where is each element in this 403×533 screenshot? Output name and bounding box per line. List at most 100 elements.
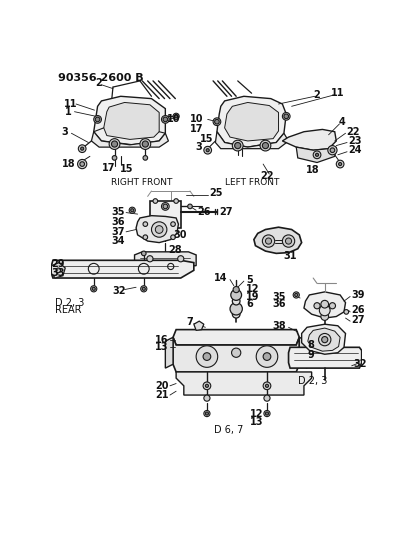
Circle shape	[196, 346, 218, 367]
Text: 25: 25	[209, 188, 223, 198]
Circle shape	[131, 209, 134, 212]
Circle shape	[162, 203, 169, 210]
Circle shape	[266, 384, 268, 387]
Polygon shape	[91, 132, 168, 147]
Text: 18: 18	[306, 165, 320, 175]
Circle shape	[142, 287, 145, 290]
Text: 26: 26	[198, 207, 211, 217]
Circle shape	[56, 268, 60, 273]
Polygon shape	[299, 337, 307, 368]
Text: 12: 12	[246, 284, 260, 294]
Circle shape	[171, 235, 175, 239]
Text: 31: 31	[283, 252, 297, 262]
Text: 22: 22	[346, 127, 360, 137]
Polygon shape	[173, 337, 299, 372]
Circle shape	[163, 117, 168, 122]
Circle shape	[285, 238, 292, 244]
Circle shape	[283, 112, 290, 120]
Text: 11: 11	[331, 88, 345, 98]
Text: 17: 17	[102, 163, 116, 173]
Circle shape	[153, 199, 158, 203]
Text: 90356 2600 B: 90356 2600 B	[58, 73, 143, 83]
Circle shape	[329, 303, 336, 309]
Text: 4: 4	[339, 117, 346, 127]
Text: 9: 9	[307, 350, 314, 360]
Circle shape	[174, 199, 179, 203]
Circle shape	[188, 204, 192, 209]
Text: 17: 17	[190, 124, 204, 134]
Circle shape	[92, 287, 95, 290]
Circle shape	[235, 142, 241, 149]
Circle shape	[163, 204, 168, 209]
Text: 6: 6	[246, 299, 253, 309]
Text: D 2, 3: D 2, 3	[299, 376, 328, 386]
Text: 15: 15	[120, 165, 133, 174]
Circle shape	[143, 156, 147, 160]
Circle shape	[80, 161, 85, 166]
Text: 38: 38	[272, 321, 286, 331]
Circle shape	[230, 303, 242, 315]
Polygon shape	[254, 227, 301, 253]
Text: 14: 14	[214, 273, 227, 283]
Polygon shape	[283, 130, 336, 150]
Circle shape	[94, 116, 102, 123]
Text: D 6, 7: D 6, 7	[214, 425, 243, 435]
Text: 29: 29	[52, 259, 65, 269]
Text: 35: 35	[111, 207, 125, 217]
Text: 39: 39	[352, 290, 365, 300]
Circle shape	[141, 251, 146, 256]
Circle shape	[143, 235, 147, 239]
Text: 32: 32	[112, 286, 126, 296]
Circle shape	[173, 113, 179, 119]
Text: 32: 32	[353, 359, 367, 369]
Polygon shape	[52, 263, 65, 278]
Text: 12: 12	[250, 409, 264, 419]
Text: 20: 20	[155, 381, 168, 391]
Text: 5: 5	[246, 274, 253, 285]
Polygon shape	[165, 337, 173, 368]
Text: 10: 10	[167, 115, 181, 124]
Circle shape	[152, 222, 167, 237]
Circle shape	[233, 140, 243, 151]
Circle shape	[112, 156, 117, 160]
Text: 19: 19	[246, 292, 260, 302]
Circle shape	[213, 118, 221, 126]
Text: D 2, 3: D 2, 3	[55, 297, 85, 308]
Polygon shape	[217, 96, 286, 147]
Polygon shape	[136, 216, 179, 243]
Text: RIGHT FRONT: RIGHT FRONT	[112, 178, 173, 187]
Text: 13: 13	[250, 417, 264, 427]
Circle shape	[155, 225, 163, 233]
Polygon shape	[52, 260, 194, 278]
Text: 13: 13	[155, 342, 168, 352]
Polygon shape	[176, 372, 312, 395]
Text: 2: 2	[96, 78, 102, 88]
Circle shape	[316, 154, 319, 156]
Circle shape	[140, 139, 151, 149]
Circle shape	[78, 145, 86, 152]
Circle shape	[319, 305, 330, 316]
Polygon shape	[104, 102, 159, 140]
Polygon shape	[289, 348, 362, 368]
Circle shape	[321, 313, 328, 320]
Text: 23: 23	[348, 136, 361, 146]
Text: 3: 3	[62, 127, 69, 137]
Polygon shape	[224, 102, 278, 141]
Text: 22: 22	[260, 171, 274, 181]
Circle shape	[147, 256, 153, 262]
Circle shape	[233, 287, 239, 293]
Circle shape	[321, 301, 328, 308]
Circle shape	[171, 222, 175, 227]
Circle shape	[336, 160, 344, 168]
Bar	[150, 201, 181, 228]
Circle shape	[339, 163, 342, 166]
Text: REAR: REAR	[55, 305, 82, 316]
Text: 37: 37	[111, 227, 125, 237]
Circle shape	[328, 146, 337, 155]
Circle shape	[233, 310, 240, 318]
Circle shape	[262, 142, 268, 149]
Circle shape	[81, 147, 84, 150]
Text: 27: 27	[219, 207, 233, 217]
Circle shape	[330, 148, 335, 152]
Polygon shape	[304, 292, 345, 318]
